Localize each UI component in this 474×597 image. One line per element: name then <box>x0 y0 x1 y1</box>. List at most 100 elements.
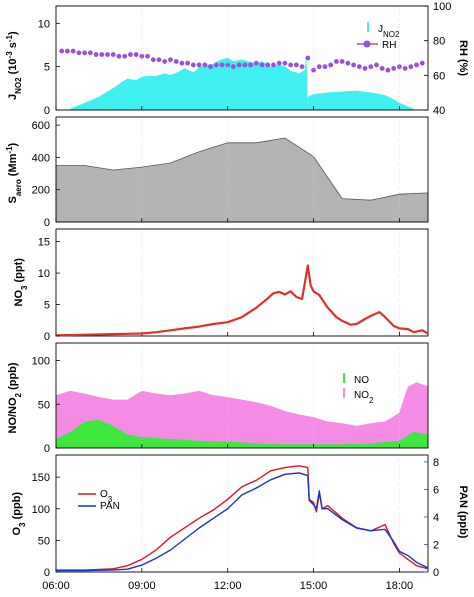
panel-no3: 0 5 10 15 NO3 (ppt) <box>13 228 429 343</box>
rh-point <box>293 62 299 68</box>
rh-point <box>99 52 105 57</box>
panel-frame <box>55 342 429 449</box>
y-axis-label-jno2: JNO2 (10-3 s-1) <box>5 31 23 100</box>
y2-axis-label-rh: RH (%) <box>457 40 469 76</box>
rh-point <box>299 64 305 70</box>
rh-point <box>116 53 122 59</box>
rh-point <box>385 67 391 73</box>
y-tick-label: 10 <box>38 18 50 30</box>
pan-line <box>56 472 429 572</box>
rh-point <box>288 62 294 68</box>
y-tick-label: 10 <box>38 268 50 280</box>
rh-point <box>402 66 408 71</box>
y2-tick-label: 6 <box>433 484 439 496</box>
x-tick-label: 18:00 <box>386 580 414 592</box>
rh-point <box>231 64 236 70</box>
rh-point <box>259 62 265 68</box>
y-tick-label: 5 <box>44 300 50 312</box>
rh-point <box>391 66 397 71</box>
rh-point <box>202 62 208 68</box>
rh-point <box>253 60 259 66</box>
rh-point <box>190 62 196 68</box>
rh-point <box>76 50 82 56</box>
rh-point <box>133 52 139 57</box>
legend-o3-label: O3 <box>100 489 113 504</box>
rh-point <box>334 59 339 64</box>
y-tick-label: 400 <box>32 152 50 164</box>
rh-point <box>282 60 288 66</box>
panel-frame <box>55 454 429 573</box>
rh-point <box>265 62 271 68</box>
rh-point <box>173 59 179 64</box>
y-tick-label: 50 <box>38 535 50 547</box>
rh-point <box>339 59 345 64</box>
y-tick-label: 150 <box>32 472 50 484</box>
x-tick-label: 09:00 <box>128 580 156 592</box>
y-axis-label-o3: O3 (ppb) <box>11 492 27 536</box>
panel-no-no2: 0 50 100 NO/NO2 (ppb) NO NO2 <box>7 342 429 455</box>
panel-saero: 0 200 400 600 Saero (Mm-1) <box>5 116 429 229</box>
rh-point <box>305 55 311 61</box>
y-axis-label-no-no2: NO/NO2 (ppb) <box>7 362 23 433</box>
y-tick-label: 0 <box>44 567 50 579</box>
rh-point <box>351 62 356 68</box>
legend-no-label: NO <box>354 375 369 386</box>
y-tick-label: 0 <box>44 331 50 343</box>
no-area <box>55 419 429 449</box>
rh-point <box>82 50 88 56</box>
rh-point <box>242 62 248 68</box>
y2-tick-label: 100 <box>433 1 451 13</box>
rh-point <box>356 64 362 70</box>
o3-line <box>56 465 429 571</box>
rh-point <box>105 52 110 57</box>
rh-point <box>168 57 173 63</box>
y-tick-label: 600 <box>32 120 50 132</box>
y2-tick-label: 40 <box>433 105 445 117</box>
rh-point <box>93 52 99 57</box>
rh-point <box>419 60 425 66</box>
legend-rh-label: RH <box>382 40 396 51</box>
legend-no2-label: NO2 <box>354 390 374 405</box>
rh-point <box>236 62 242 68</box>
no3-line <box>55 264 429 337</box>
rh-point <box>70 48 76 54</box>
panel-frame <box>55 228 429 337</box>
rh-point <box>150 57 156 63</box>
rh-point <box>328 62 334 68</box>
rh-point <box>87 50 93 56</box>
rh-point <box>311 67 316 73</box>
y2-axis-label-pan: PAN (ppb) <box>457 486 469 539</box>
y-axis-label-saero: Saero (Mm-1) <box>5 142 23 203</box>
rh-point <box>316 64 322 70</box>
y-axis-label-no3: NO3 (ppt) <box>13 258 29 307</box>
rh-point <box>225 62 231 68</box>
rh-point <box>213 62 219 68</box>
rh-point <box>345 60 351 66</box>
rh-point <box>59 48 65 54</box>
x-tick-label: 15:00 <box>300 580 328 592</box>
rh-point <box>185 60 191 66</box>
y-tick-label: 0 <box>44 217 50 229</box>
y2-tick-label: 80 <box>433 36 445 48</box>
jno2-area <box>70 57 414 111</box>
y-tick-label: 0 <box>44 443 50 455</box>
rh-point <box>110 52 116 57</box>
legend-rh-marker <box>363 40 371 48</box>
x-tick-label: 06:00 <box>42 580 70 592</box>
y2-tick-label: 4 <box>433 512 439 524</box>
rh-point <box>322 64 328 70</box>
y2-tick-label: 0 <box>433 567 439 579</box>
rh-point <box>362 66 368 71</box>
rh-point <box>219 62 225 68</box>
rh-point <box>127 52 133 57</box>
y-tick-label: 50 <box>38 399 50 411</box>
legend-jno2-label: JNO2 <box>378 24 400 39</box>
rh-point <box>65 48 70 54</box>
y-tick-label: 100 <box>32 356 50 368</box>
y2-tick-label: 60 <box>433 70 445 82</box>
rh-point <box>271 62 276 68</box>
rh-point <box>408 64 414 70</box>
rh-point <box>179 60 185 66</box>
